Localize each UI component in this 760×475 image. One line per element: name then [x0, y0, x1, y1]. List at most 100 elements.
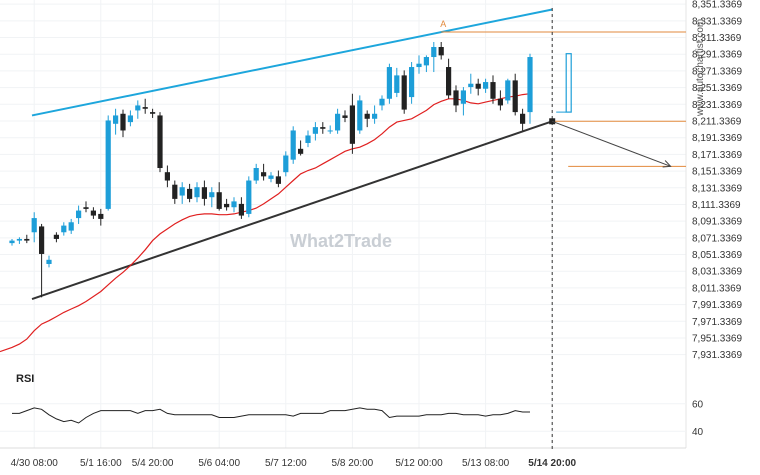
x-axis: 4/30 08:00 5/1 16:00 5/4 20:00 5/6 04:00 5/7… [0, 447, 686, 469]
candle [238, 197, 244, 219]
candle [327, 125, 333, 134]
candle-body [475, 83, 481, 89]
candle-body [238, 203, 244, 216]
candle-body [275, 176, 281, 184]
candle [157, 112, 163, 173]
candle-body [512, 80, 518, 113]
candle-body [231, 201, 237, 208]
candle-body [150, 112, 156, 114]
candle-body [164, 172, 170, 181]
rsi-label: RSI [16, 373, 34, 385]
candle-body [113, 115, 119, 124]
candle [39, 223, 45, 298]
candle-body [24, 238, 30, 241]
candle [505, 78, 511, 104]
candle-body [216, 192, 222, 209]
y-tick-label: 7,931.3369 [692, 350, 742, 361]
candle [409, 62, 415, 104]
brand-text: www.autochartist.com [695, 19, 706, 117]
y-tick-label: 8,031.3369 [692, 267, 742, 278]
candle [231, 197, 237, 213]
upper-trendline [31, 8, 553, 117]
x-tick-label: 5/4 20:00 [132, 458, 174, 469]
y-tick-label: 8,071.3369 [692, 233, 742, 244]
candle [120, 109, 126, 138]
y-tick-label: 8,011.3369 [692, 283, 742, 294]
candle-body [253, 168, 259, 181]
x-tick-label: 5/14 20:00 [528, 458, 576, 469]
y-tick-label: 8,231.3369 [692, 100, 742, 111]
candle-body [497, 98, 503, 106]
candle [224, 198, 230, 211]
y-tick-label: 8,271.3369 [692, 66, 742, 77]
candle-body [364, 113, 370, 119]
candle-body [68, 222, 74, 231]
candle [438, 42, 444, 60]
candle-body [39, 226, 45, 254]
ma-line [0, 93, 531, 353]
pattern-marker-label: A [440, 19, 446, 29]
candle-body [246, 180, 252, 214]
candle [305, 130, 311, 148]
candle-body [483, 82, 489, 89]
candle [490, 75, 496, 104]
grid [0, 0, 686, 448]
candle [453, 85, 459, 113]
candle-body [423, 57, 429, 66]
candle-body [201, 187, 207, 199]
y-tick-label: 8,251.3369 [692, 83, 742, 94]
x-tick-label: 5/6 04:00 [198, 458, 240, 469]
candle-body [409, 67, 415, 98]
candle-body [53, 234, 59, 239]
candle [261, 163, 267, 181]
candle-body [16, 238, 22, 241]
candle [142, 98, 148, 114]
candle [379, 95, 385, 111]
candle [53, 232, 59, 243]
candle-body [327, 130, 333, 132]
candle [61, 222, 67, 236]
rsi-line [12, 407, 530, 424]
candle-body [357, 100, 363, 131]
candle-body [460, 90, 466, 104]
candle [283, 151, 289, 177]
y-tick-label: 8,311.3369 [692, 33, 742, 44]
y-tick-label: 8,331.3369 [692, 16, 742, 27]
candle-body [468, 83, 474, 88]
candle-body [416, 63, 422, 68]
candle [68, 218, 74, 234]
candle [335, 108, 341, 134]
candle-body [209, 192, 215, 198]
candle-body [305, 135, 311, 143]
candle [187, 183, 193, 203]
candle-body [194, 187, 200, 198]
candle [201, 180, 207, 206]
y-tick-label: 8,211.3369 [692, 117, 742, 128]
y-tick-label: 7,971.3369 [692, 317, 742, 328]
candle-body [386, 67, 392, 99]
candle [475, 78, 481, 96]
candle-body [172, 184, 178, 199]
watermark: What2Trade [290, 231, 392, 251]
candle [46, 255, 52, 268]
candle-body [505, 80, 511, 101]
candle [364, 110, 370, 128]
candle [216, 182, 222, 211]
candle [253, 163, 259, 184]
moving-average [0, 93, 531, 353]
forecast-arrow-head [662, 160, 672, 168]
candle-body [394, 75, 400, 93]
candle-body [224, 203, 230, 208]
candle [83, 201, 89, 213]
candle [372, 105, 378, 124]
rsi-tick-label: 40 [692, 427, 704, 438]
candle-body [90, 210, 96, 216]
candle-body [401, 75, 407, 110]
candle-body [268, 175, 274, 179]
candle [135, 100, 141, 119]
x-tick-label: 5/1 16:00 [80, 458, 122, 469]
candle-body [298, 148, 304, 154]
forecast-arrow-line [552, 120, 671, 167]
